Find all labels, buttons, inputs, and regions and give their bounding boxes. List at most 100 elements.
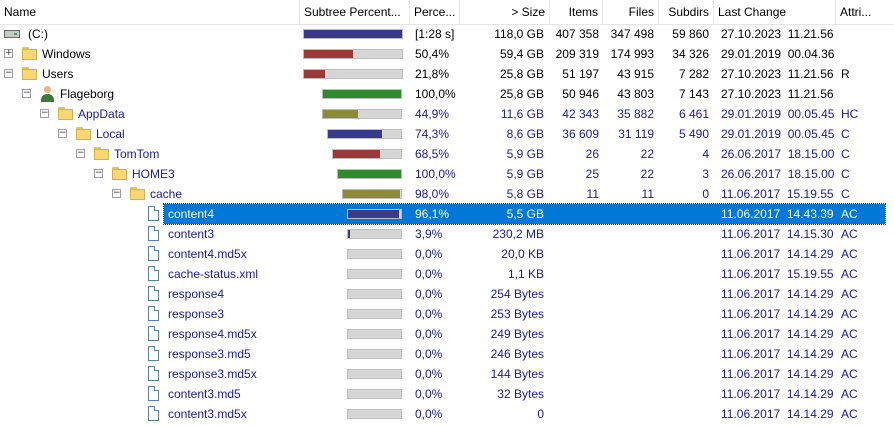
item-name[interactable]: content4.md5x xyxy=(168,247,247,261)
last-change-cell: 11.06.2017 14.14.29 xyxy=(721,387,834,401)
tree-row[interactable]: cache-status.xml 0,0% 1,1 KB 11.06.2017 15.… xyxy=(0,264,894,284)
tree-row[interactable]: content4 96,1% 5,5 GB 11.06.2017 14.43.39 AC xyxy=(0,203,894,225)
item-name[interactable]: Users xyxy=(42,67,74,81)
tree-row[interactable]: − HOME3 100,0% 5,9 GB 25 22 3 26.06.2017 18.15.… xyxy=(0,164,894,184)
subtree-percent-bar xyxy=(303,69,403,79)
percent-cell: 21,8% xyxy=(415,67,450,81)
attributes-cell: AC xyxy=(841,267,858,281)
files-cell xyxy=(603,384,654,404)
file-icon xyxy=(148,326,159,341)
last-change-cell: 11.06.2017 14.43.39 xyxy=(721,207,834,221)
subdirs-cell xyxy=(659,404,709,424)
last-change-cell: 11.06.2017 15.19.55 xyxy=(721,267,834,281)
header-size[interactable]: > Size xyxy=(460,0,550,24)
tree-row[interactable]: response4.md5x 0,0% 249 Bytes 11.06.2017 14… xyxy=(0,324,894,344)
header-files[interactable]: Files xyxy=(603,0,659,24)
expand-icon[interactable]: + xyxy=(4,48,13,58)
item-name[interactable]: response3 xyxy=(168,307,225,321)
item-name[interactable]: response3.md5 xyxy=(168,347,251,361)
size-cell: 254 Bytes xyxy=(490,287,544,301)
item-name[interactable]: Windows xyxy=(42,47,91,61)
last-change-cell: 26.06.2017 18.15.00 xyxy=(721,167,835,181)
percent-cell: 100,0% xyxy=(415,167,456,181)
collapse-icon[interactable]: − xyxy=(94,168,103,178)
files-cell xyxy=(603,344,654,364)
collapse-icon[interactable]: − xyxy=(76,148,85,158)
attributes-cell: C xyxy=(841,147,850,161)
header-items[interactable]: Items xyxy=(550,0,603,24)
tree-row[interactable]: content3.md5x 0,0% 0 11.06.2017 14.14.29 AC xyxy=(0,404,894,424)
files-cell xyxy=(603,364,654,384)
item-name[interactable]: content3 xyxy=(168,227,215,241)
header-last-change[interactable]: Last Change xyxy=(714,0,836,24)
subdirs-cell xyxy=(659,284,709,304)
subdirs-cell xyxy=(659,304,709,324)
tree-row[interactable]: − AppData 44,9% 11,6 GB 42 343 35 882 6 461 29.… xyxy=(0,104,894,124)
item-name[interactable]: response4.md5x xyxy=(168,327,257,341)
tree-row[interactable]: − Flageborg 100,0% 25,8 GB 50 946 43 803 7 143… xyxy=(0,84,894,104)
collapse-icon[interactable]: − xyxy=(58,128,67,138)
size-cell: 20,0 KB xyxy=(501,247,544,261)
item-name[interactable]: cache xyxy=(150,187,183,201)
size-cell: 32 Bytes xyxy=(497,387,544,401)
subtree-percent-bar xyxy=(347,369,402,379)
attributes-cell: C xyxy=(841,167,850,181)
tree-row[interactable]: response3.md5x 0,0% 144 Bytes 11.06.2017 14… xyxy=(0,364,894,384)
tree-row[interactable]: − Users 21,8% 25,8 GB 51 197 43 915 7 282 27.10… xyxy=(0,64,894,84)
tree-row[interactable]: − cache 98,0% 5,8 GB 11 11 0 11.06.2017 15.19.5… xyxy=(0,184,894,204)
tree-row[interactable]: response4 0,0% 254 Bytes 11.06.2017 14.14.2… xyxy=(0,284,894,304)
item-name[interactable]: cache-status.xml xyxy=(168,267,259,281)
tree-row[interactable]: response3.md5 0,0% 246 Bytes 11.06.2017 14.… xyxy=(0,344,894,364)
header-subtree-percent[interactable]: Subtree Percent... xyxy=(300,0,410,24)
tree-row[interactable]: content3.md5 0,0% 32 Bytes 11.06.2017 14.14… xyxy=(0,384,894,404)
collapse-icon[interactable]: − xyxy=(4,68,13,78)
item-name[interactable]: content3.md5 xyxy=(168,387,241,401)
item-name[interactable]: Local xyxy=(96,127,125,141)
file-icon xyxy=(148,246,159,261)
last-change-cell: 11.06.2017 14.14.29 xyxy=(721,407,834,421)
collapse-icon[interactable]: − xyxy=(40,108,49,118)
files-cell: 22 xyxy=(640,147,654,161)
item-name[interactable]: (C:) xyxy=(28,27,48,41)
collapse-icon[interactable]: − xyxy=(22,88,31,98)
item-name[interactable]: response4 xyxy=(168,287,225,301)
tree-row[interactable]: content4.md5x 0,0% 20,0 KB 11.06.2017 14.14… xyxy=(0,244,894,264)
files-cell xyxy=(603,244,654,264)
percent-cell: 98,0% xyxy=(415,187,450,201)
header-name[interactable]: Name xyxy=(0,0,300,24)
tree-row[interactable]: + Windows 50,4% 59,4 GB 209 319 174 993 34 326… xyxy=(0,44,894,64)
last-change-cell: 11.06.2017 14.14.29 xyxy=(721,347,834,361)
item-name[interactable]: content4 xyxy=(168,207,215,221)
subdirs-cell xyxy=(659,204,709,224)
tree-row[interactable]: response3 0,0% 253 Bytes 11.06.2017 14.14.2… xyxy=(0,304,894,324)
subtree-percent-fill xyxy=(304,50,354,58)
items-cell: 36 609 xyxy=(562,127,599,141)
tree-row[interactable]: − Local 74,3% 8,6 GB 36 609 31 119 5 490 29.01.… xyxy=(0,124,894,144)
files-cell: 347 498 xyxy=(610,27,654,41)
items-cell: 11 xyxy=(586,187,599,201)
item-name[interactable]: HOME3 xyxy=(132,167,175,181)
size-cell: 0 xyxy=(537,407,544,421)
attributes-cell: AC xyxy=(841,387,858,401)
header-attributes[interactable]: Attri... xyxy=(840,5,872,19)
header-subdirs[interactable]: Subdirs xyxy=(659,0,714,24)
tree-row[interactable]: − TomTom 68,5% 5,9 GB 26 22 4 26.06.2017 18.15.… xyxy=(0,144,894,164)
header-percent[interactable]: Perce... xyxy=(410,0,460,24)
subtree-percent-bar xyxy=(347,269,402,279)
subdirs-cell: 4 xyxy=(702,147,709,161)
size-cell: 249 Bytes xyxy=(490,327,544,341)
size-cell: 1,1 KB xyxy=(507,267,544,281)
item-name[interactable]: content3.md5x xyxy=(168,407,247,421)
tree-row[interactable]: (C:) [1:28 s] 118,0 GB 407 358 347 498 59 860… xyxy=(0,24,894,44)
item-name[interactable]: TomTom xyxy=(114,147,160,161)
tree-row[interactable]: content3 3,9% 230,2 MB 11.06.2017 14.15.30 A… xyxy=(0,224,894,244)
subtree-percent-bar xyxy=(347,409,402,419)
collapse-icon[interactable]: − xyxy=(112,188,121,198)
item-name[interactable]: Flageborg xyxy=(60,87,115,101)
attributes-cell: AC xyxy=(841,287,858,301)
subdirs-cell: 3 xyxy=(702,167,709,181)
last-change-cell: 11.06.2017 14.15.30 xyxy=(721,227,834,241)
subtree-percent-fill xyxy=(338,170,401,178)
item-name[interactable]: AppData xyxy=(78,107,125,121)
item-name[interactable]: response3.md5x xyxy=(168,367,257,381)
